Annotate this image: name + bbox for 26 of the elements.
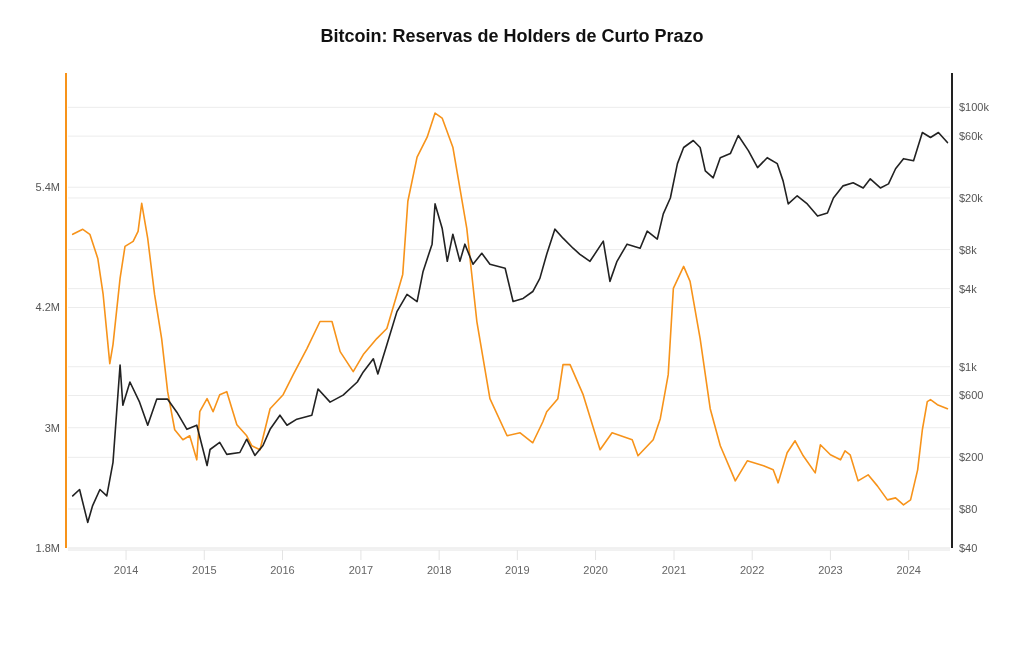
x-tick-label: 2019: [505, 564, 530, 576]
y2-tick-label: $40: [959, 542, 978, 554]
chart-title: Bitcoin: Reservas de Holders de Curto Prazo: [320, 26, 704, 46]
x-tick-label: 2015: [192, 564, 217, 576]
y-tick-label: 4.2M: [35, 301, 60, 314]
x-tick-label: 2022: [739, 564, 765, 576]
y2-tick-label: $600: [959, 389, 984, 402]
x-tick-label: 2017: [348, 564, 374, 576]
y-tick-label: 3M: [44, 421, 60, 434]
y2-tick-label: $200: [959, 451, 984, 464]
x-tick-label: 2024: [896, 564, 921, 576]
y-tick-label: 5.4M: [35, 181, 60, 194]
x-tick-label: 2023: [818, 564, 843, 576]
y2-tick-label: $1k: [959, 360, 978, 373]
x-tick-label: 2020: [583, 564, 608, 576]
y2-tick-label: $8k: [959, 243, 978, 256]
x-tick-label: 2021: [661, 564, 687, 576]
y2-tick-label: $20k: [959, 191, 984, 204]
y2-tick-label: $100k: [959, 101, 990, 114]
x-tick-label: 2016: [270, 564, 295, 576]
y2-tick-label: $60k: [959, 130, 984, 143]
x-tick-label: 2018: [426, 564, 452, 576]
x-tick-label: 2014: [113, 564, 139, 576]
y-tick-label: 1.8M: [35, 542, 60, 554]
y2-tick-label: $80: [959, 502, 978, 515]
y2-tick-label: $4k: [959, 282, 978, 295]
